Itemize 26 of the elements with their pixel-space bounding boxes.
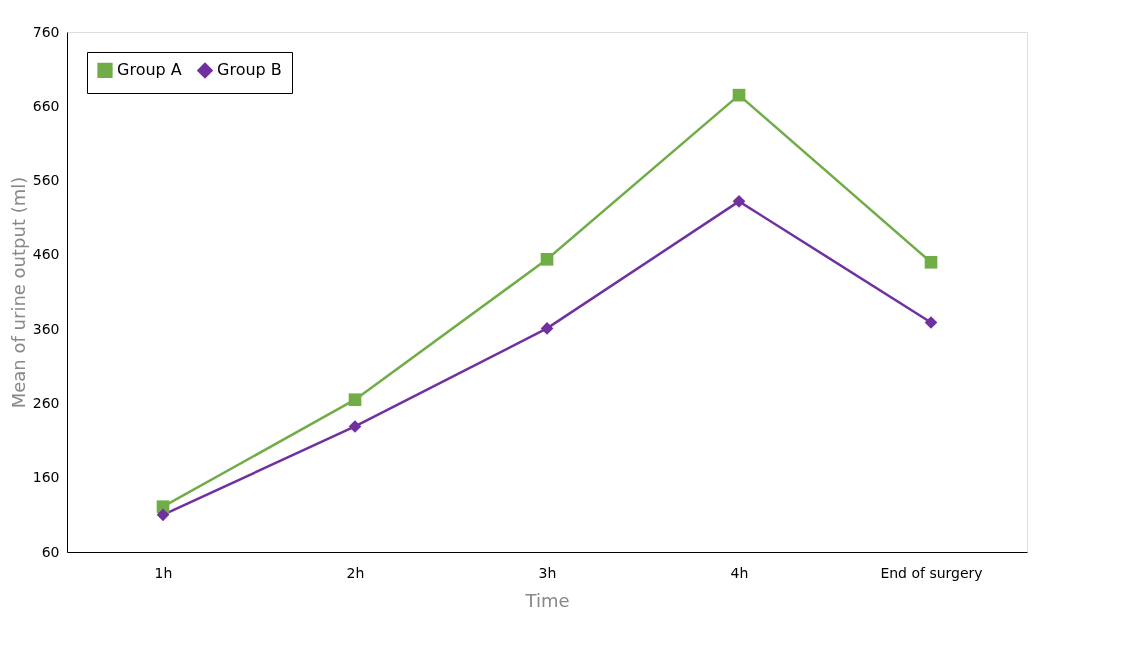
- x-tick-label: 2h: [346, 564, 365, 581]
- y-tick-label: 760: [32, 23, 60, 40]
- point: [540, 252, 554, 266]
- point: [540, 322, 554, 335]
- point: [732, 88, 746, 102]
- x-tick-label: End of surgery: [880, 564, 983, 581]
- x-tick-label: 1h: [154, 564, 173, 581]
- y-tick-label: 160: [32, 469, 60, 486]
- point: [156, 508, 170, 522]
- x-tick-label: 4h: [730, 564, 749, 581]
- y-axis-title: Mean of urine output (ml): [7, 176, 29, 409]
- legend-label: Group A: [117, 60, 182, 80]
- y-tick-label: 660: [32, 97, 60, 114]
- x-tick-label: 3h: [538, 564, 557, 581]
- point: [348, 420, 362, 433]
- point: [732, 195, 746, 208]
- x-axis-title: Time: [524, 589, 570, 611]
- y-tick-label: 360: [32, 320, 60, 337]
- y-tick-label: 560: [32, 172, 60, 189]
- y-tick-label: 460: [32, 246, 60, 263]
- legend-label: Group B: [217, 60, 282, 80]
- point: [924, 255, 938, 269]
- y-tick-label: 260: [32, 394, 60, 411]
- point: [924, 316, 938, 329]
- point: [348, 393, 362, 407]
- y-tick-label: 60: [41, 543, 60, 560]
